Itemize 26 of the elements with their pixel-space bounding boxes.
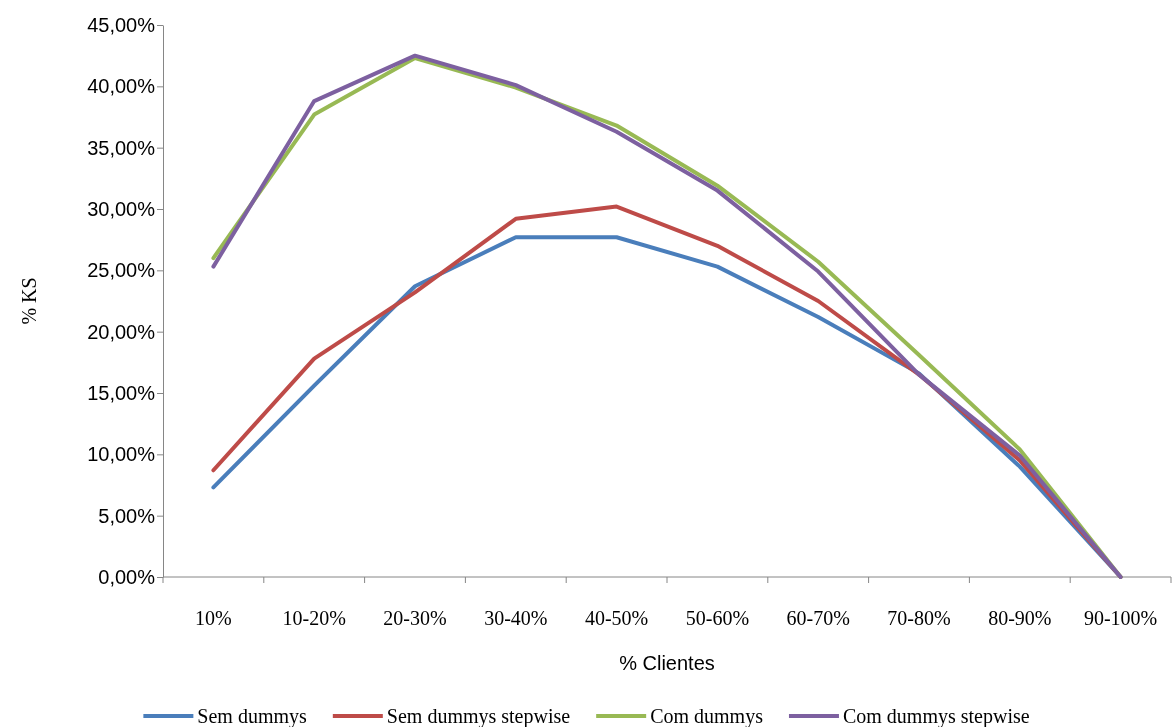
x-tick-label: 40-50% bbox=[584, 607, 649, 629]
legend-label: Com dummys stepwise bbox=[842, 705, 1030, 727]
legend-label: Com dummys bbox=[650, 705, 764, 727]
y-tick-label: 20,00% bbox=[87, 320, 156, 343]
x-tick-label: 50-60% bbox=[685, 607, 750, 629]
x-tick-label: 70-80% bbox=[887, 607, 951, 629]
y-tick-label: 5,00% bbox=[98, 504, 156, 527]
y-tick-label: 35,00% bbox=[87, 136, 156, 159]
x-tick-label: 10-20% bbox=[282, 607, 346, 629]
x-tick-label: 60-70% bbox=[786, 607, 850, 629]
x-tick-label: 90-100% bbox=[1083, 607, 1158, 629]
x-tick-label: 30-40% bbox=[484, 607, 548, 629]
legend-label: Sem dummys bbox=[197, 705, 308, 727]
x-axis-title: % Clientes bbox=[619, 652, 715, 674]
y-tick-label: 15,00% bbox=[87, 381, 156, 404]
y-tick-label: 45,00% bbox=[87, 13, 156, 36]
y-tick-label: 40,00% bbox=[87, 75, 156, 98]
x-tick-label: 80-90% bbox=[988, 607, 1052, 629]
y-axis-title: % KS bbox=[18, 277, 40, 325]
y-tick-label: 0,00% bbox=[98, 565, 156, 588]
y-tick-label: 10,00% bbox=[87, 443, 156, 466]
x-tick-label: 20-30% bbox=[383, 607, 447, 629]
x-tick-label: 10% bbox=[195, 607, 232, 629]
y-tick-label: 25,00% bbox=[87, 259, 156, 282]
legend-label: Sem dummys stepwise bbox=[386, 705, 571, 727]
y-tick-label: 30,00% bbox=[87, 197, 156, 220]
